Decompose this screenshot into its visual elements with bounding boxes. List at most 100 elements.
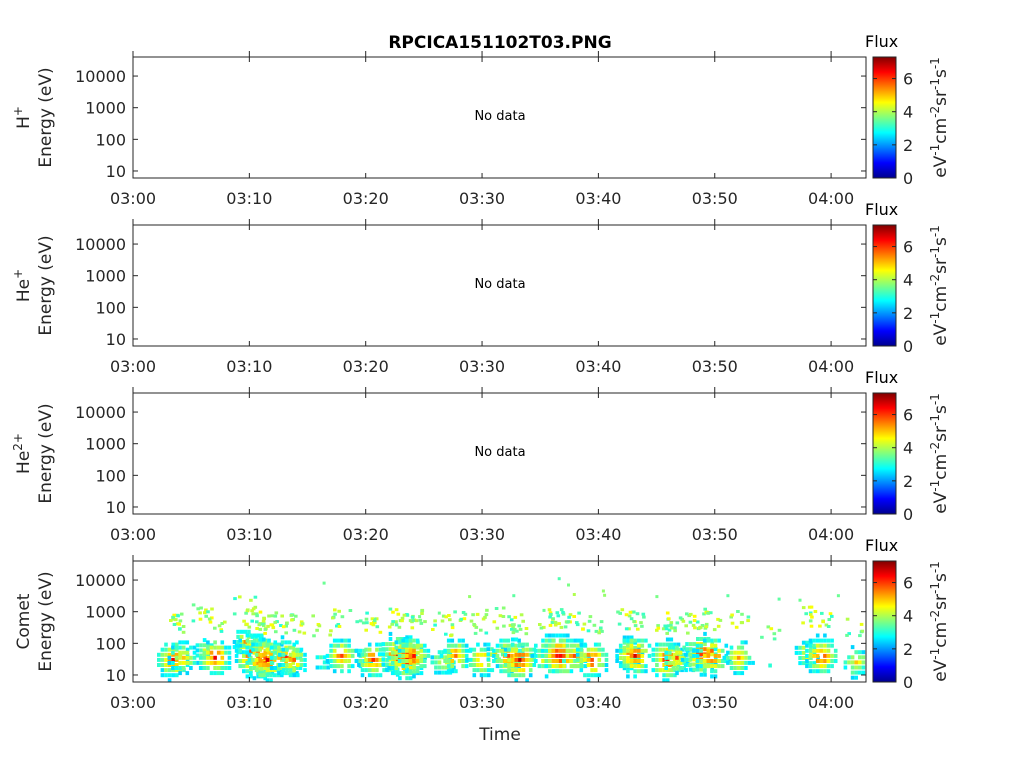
heatmap-cell [805, 664, 809, 669]
heatmap-cell [423, 659, 427, 663]
heatmap-cell [525, 663, 529, 667]
heatmap-cell [269, 657, 273, 662]
heatmap-cell [547, 608, 552, 612]
heatmap-cell [312, 634, 316, 638]
heatmap-cell [328, 633, 332, 637]
heatmap-cell [269, 678, 273, 683]
heatmap-cell [513, 643, 518, 648]
heatmap-cell [676, 668, 681, 673]
heatmap-cell [850, 665, 855, 670]
heatmap-cell [276, 642, 280, 647]
heatmap-cell [408, 669, 413, 674]
heatmap-cell [506, 638, 511, 643]
heatmap-cell [550, 621, 555, 624]
heatmap-cell [692, 653, 696, 658]
heatmap-cell [249, 674, 253, 679]
heatmap-cell [495, 664, 500, 669]
heatmap-cell [290, 618, 294, 622]
heatmap-cell [206, 645, 210, 650]
heatmap-cell [276, 668, 280, 673]
heatmap-cell [665, 652, 670, 657]
heatmap-cell [247, 625, 252, 629]
heatmap-cell [566, 620, 571, 624]
heatmap-cell [833, 659, 838, 663]
heatmap-cell [819, 643, 824, 648]
heatmap-cell [416, 666, 420, 670]
x-tick-label: 03:10 [226, 357, 272, 376]
heatmap-cell [195, 643, 200, 648]
heatmap-cell [861, 665, 866, 670]
heatmap-cell [171, 615, 175, 619]
heatmap-cell [490, 652, 494, 657]
heatmap-cell [521, 668, 526, 673]
heatmap-cell [343, 638, 348, 643]
heatmap-cell [258, 627, 263, 631]
heatmap-cell [736, 666, 741, 670]
heatmap-cell [521, 663, 526, 667]
heatmap-cell [347, 659, 351, 663]
heatmap-cell [220, 666, 225, 670]
heatmap-cell [267, 655, 271, 660]
heatmap-cell [178, 645, 182, 650]
heatmap-cell [626, 645, 630, 650]
heatmap-cell [676, 652, 681, 657]
heatmap-cell [733, 660, 737, 665]
heatmap-cell [684, 624, 688, 628]
heatmap-cell [446, 659, 451, 663]
heatmap-cell [397, 648, 402, 653]
heatmap-cell [375, 647, 379, 652]
heatmap-cell [479, 663, 484, 667]
heatmap-cell [509, 618, 514, 622]
heatmap-cell [740, 655, 745, 660]
heatmap-cell [479, 652, 484, 657]
heatmap-cell [710, 659, 714, 663]
heatmap-cell [665, 647, 670, 652]
heatmap-cell [450, 659, 455, 663]
heatmap-cell [415, 659, 420, 663]
heatmap-cell [730, 613, 734, 617]
colorbar-tick-label: 6 [903, 406, 913, 425]
heatmap-cell [322, 581, 326, 585]
heatmap-cell [449, 633, 454, 637]
heatmap-cell [175, 663, 179, 667]
heatmap-cell [430, 655, 435, 660]
heatmap-cell [597, 642, 602, 647]
heatmap-cell [377, 652, 382, 657]
heatmap-cell [178, 668, 183, 673]
heatmap-cell [296, 652, 300, 657]
heatmap-cell [637, 645, 641, 650]
heatmap-cell [256, 674, 260, 679]
colorbar-tick-label: 6 [903, 574, 913, 593]
heatmap-cell [299, 652, 304, 657]
heatmap-cell [777, 628, 782, 632]
heatmap-cell [457, 648, 462, 653]
heatmap-cell [175, 647, 179, 652]
heatmap-cell [512, 594, 516, 598]
heatmap-cell [249, 633, 253, 638]
heatmap-cell [252, 640, 257, 645]
heatmap-cell [622, 648, 627, 653]
heatmap-cell [243, 640, 248, 644]
heatmap-cell [517, 624, 521, 628]
heatmap-cell [464, 653, 469, 658]
heatmap-cell [401, 671, 406, 676]
heatmap-cell [594, 629, 599, 633]
heatmap-cell [274, 630, 278, 634]
heatmap-cell [206, 666, 210, 670]
heatmap-cell [273, 640, 278, 645]
heatmap-cell [858, 634, 862, 638]
heatmap-cell [461, 659, 465, 663]
heatmap-cell [446, 638, 451, 643]
heatmap-cell [485, 608, 489, 612]
heatmap-cell [175, 657, 179, 662]
heatmap-cell [450, 626, 455, 630]
heatmap-cell [405, 643, 409, 648]
heatmap-cell [390, 671, 395, 676]
heatmap-cell [259, 645, 264, 650]
heatmap-cell [259, 640, 264, 645]
heatmap-cell [827, 618, 832, 621]
heatmap-cell [499, 669, 503, 674]
heatmap-cell [601, 652, 605, 657]
heatmap-cell [401, 653, 405, 658]
heatmap-cell [669, 623, 673, 627]
